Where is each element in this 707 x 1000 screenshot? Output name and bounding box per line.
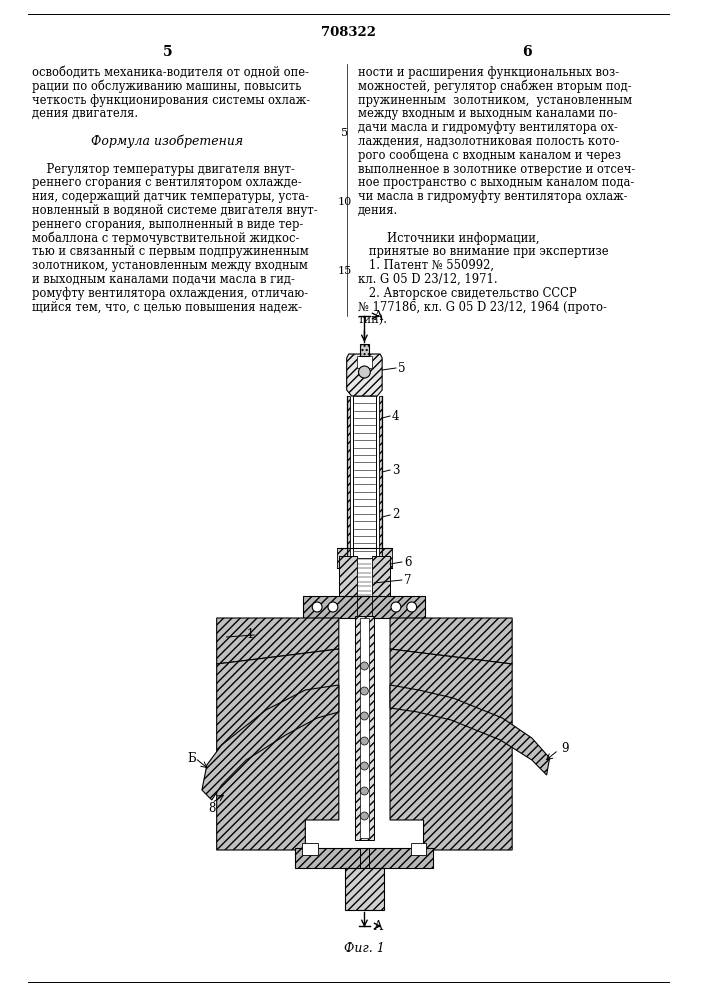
Text: Формула изобретения: Формула изобретения: [91, 135, 243, 148]
Text: № 177186, кл. G 05 D 23/12, 1964 (прото-: № 177186, кл. G 05 D 23/12, 1964 (прото-: [358, 301, 607, 314]
Text: 5: 5: [341, 128, 349, 138]
Circle shape: [361, 712, 368, 720]
Text: дения двигателя.: дения двигателя.: [32, 107, 138, 120]
Text: 1. Патент № 550992,: 1. Патент № 550992,: [358, 259, 493, 272]
Text: реннего сгорания с вентилятором охлажде-: реннего сгорания с вентилятором охлажде-: [32, 176, 301, 189]
Text: принятые во внимание при экспертизе: принятые во внимание при экспертизе: [358, 245, 608, 258]
Text: Фиг. 1: Фиг. 1: [344, 942, 385, 954]
Text: четкость функционирования системы охлаж-: четкость функционирования системы охлаж-: [32, 94, 310, 107]
Circle shape: [391, 602, 401, 612]
Circle shape: [361, 662, 368, 670]
Polygon shape: [390, 685, 549, 775]
Polygon shape: [202, 685, 339, 800]
Text: чи масла в гидромуфту вентилятора охлаж-: чи масла в гидромуфту вентилятора охлаж-: [358, 190, 627, 203]
Text: освободить механика-водителя от одной опе-: освободить механика-водителя от одной оп…: [32, 66, 308, 79]
Polygon shape: [216, 649, 339, 850]
Polygon shape: [390, 618, 512, 664]
Circle shape: [328, 602, 338, 612]
Text: 10: 10: [338, 197, 352, 207]
Text: Источники информации,: Источники информации,: [358, 232, 539, 245]
Text: тип).: тип).: [358, 314, 387, 327]
Polygon shape: [216, 618, 339, 664]
Circle shape: [407, 602, 416, 612]
Bar: [359, 344, 369, 356]
Bar: [339, 556, 356, 598]
Text: рого сообщена с входным каналом и через: рого сообщена с входным каналом и через: [358, 149, 621, 162]
Text: 2. Авторское свидетельство СССР: 2. Авторское свидетельство СССР: [358, 287, 576, 300]
Text: ное пространство с выходным каналом пода-: ное пространство с выходным каналом пода…: [358, 176, 633, 189]
Text: ния, содержащий датчик температуры, уста-: ния, содержащий датчик температуры, уста…: [32, 190, 308, 203]
Circle shape: [361, 762, 368, 770]
Bar: [356, 356, 373, 368]
Circle shape: [361, 737, 368, 745]
Bar: [379, 396, 382, 558]
Bar: [303, 843, 318, 855]
Text: 1: 1: [246, 629, 254, 642]
Text: ромуфту вентилятора охлаждения, отличаю-: ромуфту вентилятора охлаждения, отличаю-: [32, 287, 308, 300]
Text: ности и расширения функциональных воз-: ности и расширения функциональных воз-: [358, 66, 619, 79]
Text: пружиненным  золотником,  установленным: пружиненным золотником, установленным: [358, 94, 631, 107]
Text: 4: 4: [392, 410, 399, 422]
Bar: [373, 556, 390, 598]
Bar: [355, 616, 374, 840]
Text: и выходным каналами подачи масла в гид-: и выходным каналами подачи масла в гид-: [32, 273, 294, 286]
Text: мобаллона с термочувствительной жидкос-: мобаллона с термочувствительной жидкос-: [32, 232, 299, 245]
Bar: [337, 548, 346, 568]
Text: 5: 5: [398, 361, 405, 374]
Bar: [296, 848, 433, 868]
Text: щийся тем, что, с целью повышения надеж-: щийся тем, что, с целью повышения надеж-: [32, 301, 301, 314]
Text: 9: 9: [561, 742, 569, 754]
Circle shape: [361, 787, 368, 795]
Text: 7: 7: [404, 574, 411, 586]
Text: кл. G 05 D 23/12, 1971.: кл. G 05 D 23/12, 1971.: [358, 273, 497, 286]
Text: 708322: 708322: [321, 25, 376, 38]
Circle shape: [361, 687, 368, 695]
Bar: [345, 868, 384, 910]
Text: рации по обслуживанию машины, повысить: рации по обслуживанию машины, повысить: [32, 80, 301, 93]
Bar: [303, 596, 426, 618]
Bar: [356, 558, 373, 596]
Text: 8: 8: [208, 802, 216, 814]
Polygon shape: [390, 649, 512, 850]
Bar: [359, 618, 369, 838]
Text: 2: 2: [392, 508, 399, 522]
Text: дения.: дения.: [358, 204, 398, 217]
Text: новленный в водяной системе двигателя внут-: новленный в водяной системе двигателя вн…: [32, 204, 317, 217]
Text: выполненное в золотнике отверстие и отсеч-: выполненное в золотнике отверстие и отсе…: [358, 163, 635, 176]
Polygon shape: [346, 354, 382, 396]
Text: A: A: [373, 310, 382, 322]
Text: Регулятор температуры двигателя внут-: Регулятор температуры двигателя внут-: [32, 163, 294, 176]
Text: тью и связанный с первым подпружиненным: тью и связанный с первым подпружиненным: [32, 245, 308, 258]
Text: лаждения, надзолотниковая полость кото-: лаждения, надзолотниковая полость кото-: [358, 135, 619, 148]
Text: реннего сгорания, выполненный в виде тер-: реннего сгорания, выполненный в виде тер…: [32, 218, 303, 231]
Bar: [346, 396, 350, 558]
Text: золотником, установленным между входным: золотником, установленным между входным: [32, 259, 308, 272]
Text: 15: 15: [338, 266, 352, 276]
Bar: [382, 548, 392, 568]
Text: 5: 5: [163, 45, 173, 59]
Text: 3: 3: [392, 464, 399, 477]
Text: между входным и выходным каналами по-: между входным и выходным каналами по-: [358, 107, 617, 120]
Text: 6: 6: [522, 45, 532, 59]
Text: 6: 6: [404, 556, 411, 568]
Bar: [411, 843, 426, 855]
Circle shape: [358, 366, 370, 378]
Circle shape: [361, 812, 368, 820]
Circle shape: [312, 602, 322, 612]
Text: A: A: [373, 920, 382, 932]
Text: дачи масла и гидромуфту вентилятора ох-: дачи масла и гидромуфту вентилятора ох-: [358, 121, 617, 134]
Text: можностей, регулятор снабжен вторым под-: можностей, регулятор снабжен вторым под-: [358, 80, 631, 93]
Text: Б: Б: [187, 752, 197, 764]
